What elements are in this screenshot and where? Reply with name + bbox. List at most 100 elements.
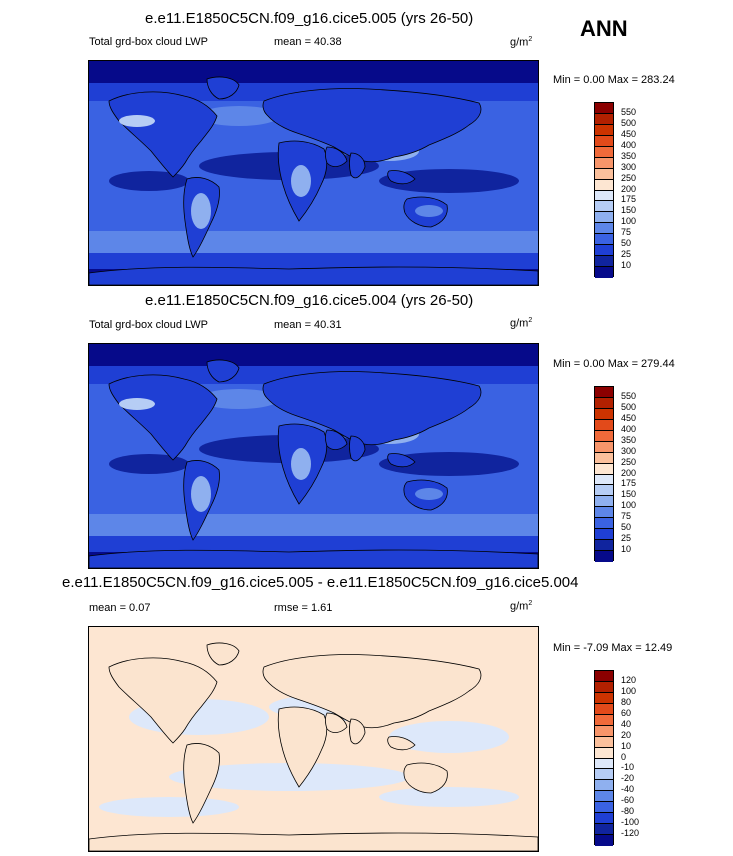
- colorbar-swatch: [595, 725, 613, 737]
- colorbar-swatch: [595, 124, 613, 136]
- panel3-title: e.e11.E1850C5CN.f09_g16.cice5.005 - e.e1…: [62, 574, 579, 591]
- colorbar-swatch: [595, 813, 613, 825]
- colorbar-swatch: [595, 747, 613, 759]
- colorbar-swatch: [595, 157, 613, 169]
- colorbar-swatch: [595, 387, 613, 398]
- colorbar-swatch: [595, 245, 613, 257]
- colorbar-swatch: [595, 485, 613, 497]
- continent-outline: [349, 718, 366, 745]
- continent-outline: [89, 549, 538, 568]
- colorbar-tick-label: 50: [621, 238, 632, 249]
- colorbar-tick-label: 450: [621, 128, 637, 139]
- map-field-patch: [415, 205, 443, 217]
- colorbar-swatch: [595, 408, 613, 420]
- colorbar-tick-label: 10: [621, 740, 632, 751]
- colorbar-tick-label: 25: [621, 533, 632, 544]
- colorbar-swatch: [595, 824, 613, 836]
- continent-outline: [387, 453, 416, 468]
- colorbar-tick-label: 60: [621, 707, 632, 718]
- colorbar-swatch: [595, 234, 613, 246]
- colorbar-swatch: [595, 758, 613, 770]
- panel2-title: e.e11.E1850C5CN.f09_g16.cice5.004 (yrs 2…: [145, 292, 474, 309]
- map-field-patch: [199, 389, 279, 409]
- colorbar-tick-label: -80: [621, 806, 635, 817]
- map-field-patch: [291, 448, 311, 480]
- panel1-map: [88, 60, 539, 286]
- panel3-units: g/m2: [510, 600, 533, 613]
- colorbar-tick-label: 450: [621, 412, 637, 423]
- panel1-minmax: Min = 0.00 Max = 283.24: [553, 74, 675, 86]
- colorbar-swatch: [595, 256, 613, 268]
- colorbar-swatch: [595, 714, 613, 726]
- panel3-minmax: Min = -7.09 Max = 12.49: [553, 642, 673, 654]
- colorbar-tick-label: 20: [621, 729, 632, 740]
- colorbar-swatch: [595, 791, 613, 803]
- colorbar-tick-label: 80: [621, 696, 632, 707]
- map-field-patch: [379, 169, 519, 193]
- continent-outline: [108, 657, 218, 744]
- map-band: [89, 344, 538, 366]
- continent-outline: [325, 146, 348, 167]
- panel1-title: e.e11.E1850C5CN.f09_g16.cice5.005 (yrs 2…: [145, 10, 474, 27]
- season-label: ANN: [580, 16, 628, 41]
- colorbar-swatch: [595, 463, 613, 475]
- panel2-colorbar: [594, 386, 614, 562]
- map-field-patch: [199, 106, 279, 126]
- map-field-patch: [119, 115, 155, 127]
- continent-outline: [206, 359, 240, 383]
- continent-outline: [89, 832, 538, 851]
- colorbar-swatch: [595, 518, 613, 530]
- panel2-minmax: Min = 0.00 Max = 279.44: [553, 358, 675, 370]
- map-field-patch: [109, 454, 189, 474]
- colorbar-tick-label: 300: [621, 445, 637, 456]
- map-field-patch: [389, 721, 509, 753]
- colorbar-swatch: [595, 736, 613, 748]
- world-map: [89, 344, 538, 568]
- colorbar-tick-label: 500: [621, 117, 637, 128]
- panel1-colorbar: [594, 102, 614, 278]
- colorbar-swatch: [595, 397, 613, 409]
- map-field-patch: [379, 452, 519, 476]
- colorbar-tick-label: 100: [621, 500, 637, 511]
- colorbar-tick-label: 350: [621, 434, 637, 445]
- colorbar-swatch: [595, 441, 613, 453]
- colorbar-tick-label: -120: [621, 828, 640, 839]
- colorbar-swatch: [595, 671, 613, 682]
- colorbar-tick-label: 100: [621, 216, 637, 227]
- continent-outline: [183, 743, 220, 824]
- colorbar-swatch: [595, 540, 613, 552]
- map-field-patch: [169, 763, 409, 791]
- colorbar-swatch: [595, 146, 613, 158]
- colorbar-swatch: [595, 135, 613, 147]
- colorbar-tick-label: 25: [621, 249, 632, 260]
- colorbar-tick-label: 75: [621, 511, 632, 522]
- colorbar-tick-label: 40: [621, 718, 632, 729]
- map-field-patch: [191, 193, 211, 229]
- colorbar-tick-label: 75: [621, 227, 632, 238]
- panel3-map: [88, 626, 539, 852]
- continent-outline: [387, 170, 416, 185]
- map-band: [89, 61, 538, 83]
- panel1-units: g/m2: [510, 36, 533, 49]
- colorbar-swatch: [595, 179, 613, 191]
- colorbar-tick-label: 550: [621, 390, 637, 401]
- colorbar-swatch: [595, 201, 613, 213]
- colorbar-tick-label: 250: [621, 172, 637, 183]
- colorbar-tick-label: -10: [621, 762, 635, 773]
- panel3-rmse-label: rmse = 1.61: [274, 602, 333, 614]
- panel3-colorbar-labels: 120 100 80 60 40 20 10 0 -10 -20 -40 -60 -80 -100 -120: [621, 670, 661, 845]
- continent-outline: [262, 88, 482, 163]
- colorbar-swatch: [595, 452, 613, 464]
- continent-outline: [403, 762, 448, 794]
- colorbar-swatch: [595, 113, 613, 125]
- panel2-units: g/m2: [510, 317, 533, 330]
- colorbar-tick-label: 150: [621, 205, 637, 216]
- colorbar-swatch: [595, 419, 613, 431]
- panel1-variable-label: Total grd-box cloud LWP: [89, 36, 209, 48]
- colorbar-swatch: [595, 103, 613, 114]
- colorbar-swatch: [595, 267, 613, 278]
- colorbar-swatch: [595, 780, 613, 792]
- colorbar-tick-label: -20: [621, 773, 635, 784]
- continent-outline: [262, 654, 482, 729]
- colorbar-tick-label: 175: [621, 194, 637, 205]
